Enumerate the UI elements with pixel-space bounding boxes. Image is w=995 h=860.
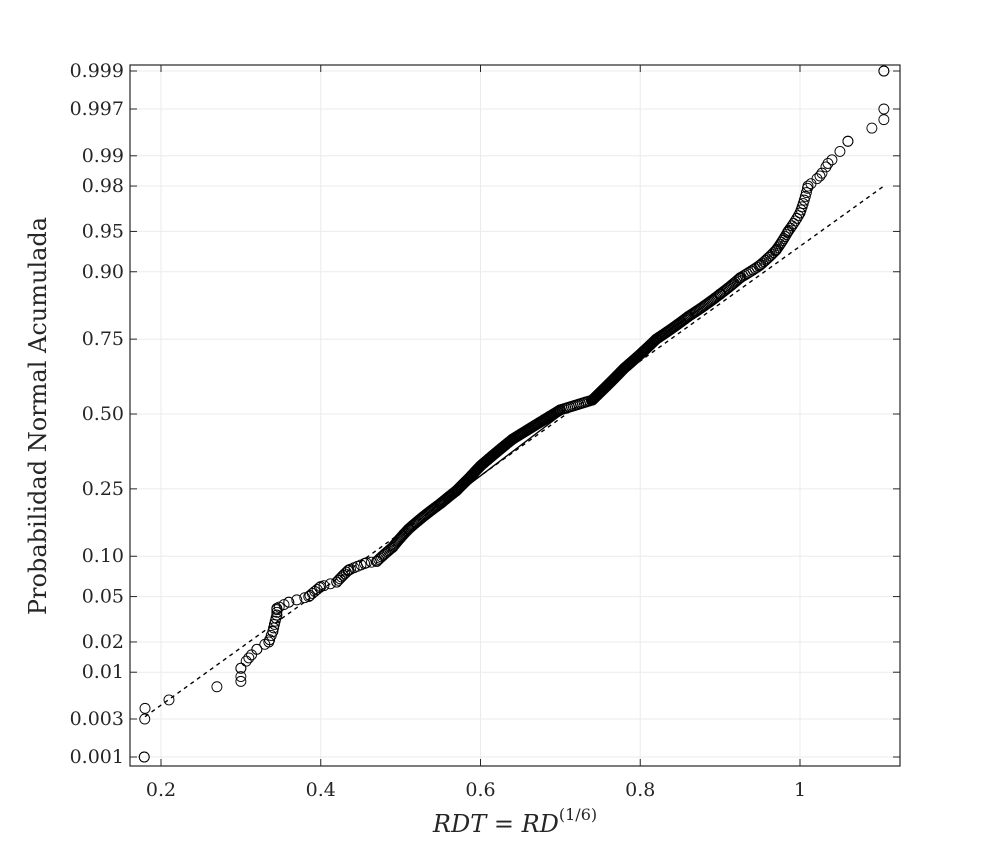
- data-point: [403, 523, 415, 535]
- reference-lines: [144, 185, 885, 718]
- data-point: [782, 225, 794, 237]
- data-point: [235, 671, 247, 683]
- y-tick-label: 0.10: [82, 545, 124, 567]
- data-point: [315, 581, 327, 593]
- data-point: [842, 135, 854, 147]
- data-point: [271, 606, 283, 618]
- y-tick-label: 0.02: [82, 631, 124, 653]
- data-point: [538, 414, 550, 426]
- data-point: [751, 261, 763, 273]
- data-point: [243, 652, 255, 664]
- data-point: [371, 556, 383, 567]
- data-point: [814, 170, 826, 182]
- axis-ticks: [130, 65, 900, 766]
- data-point: [278, 599, 290, 611]
- data-point: [138, 751, 150, 763]
- data-point: [331, 576, 343, 588]
- x-tick-label: 0.4: [306, 779, 336, 801]
- data-point: [251, 643, 263, 655]
- data-point: [451, 485, 462, 497]
- data-point: [240, 655, 252, 667]
- data-point: [789, 215, 801, 227]
- y-tick-label: 0.997: [70, 98, 124, 120]
- data-point: [734, 272, 746, 284]
- data-point: [271, 602, 283, 614]
- y-tick-label: 0.25: [82, 478, 124, 500]
- data-point: [770, 244, 782, 256]
- data-point: [311, 583, 323, 595]
- data-point: [816, 167, 828, 179]
- data-point: [463, 473, 474, 485]
- x-tick-label: 1: [794, 779, 806, 801]
- data-point: [554, 404, 566, 416]
- fit-line-solid: [469, 413, 563, 485]
- data-point: [682, 311, 694, 323]
- data-point: [800, 187, 812, 198]
- data-point: [387, 541, 399, 553]
- data-point: [650, 333, 662, 345]
- data-point: [435, 498, 447, 509]
- data-point: [163, 694, 175, 706]
- data-point: [139, 713, 151, 725]
- data-point: [342, 565, 354, 577]
- data-point: [283, 596, 295, 608]
- data-point: [834, 145, 846, 157]
- grid-lines: [130, 65, 900, 766]
- x-tick-label: 0.6: [465, 779, 495, 801]
- plot-frame: [129, 64, 901, 767]
- y-tick-label: 0.01: [82, 661, 124, 683]
- data-point: [267, 626, 279, 637]
- y-tick-label: 0.95: [82, 220, 124, 242]
- data-point: [822, 158, 834, 169]
- data-point: [714, 288, 726, 300]
- y-tick-label: 0.98: [82, 175, 124, 197]
- data-point: [878, 114, 890, 126]
- data-point: [754, 259, 766, 271]
- data-point: [475, 460, 486, 472]
- data-point: [826, 154, 838, 166]
- data-point: [303, 591, 315, 603]
- data-point: [878, 103, 890, 115]
- data-point: [507, 433, 518, 445]
- y-tick-label: 0.99: [82, 145, 124, 167]
- x-axis-label-superscript: (1/6): [559, 805, 597, 824]
- y-tick-labels: 0.001 0.003 0.01 0.02 0.05 0.10 0.25 0.50 0.75 0.…: [70, 60, 124, 768]
- data-point: [866, 122, 878, 134]
- data-points: [138, 65, 890, 763]
- y-tick-label: 0.05: [82, 586, 124, 608]
- y-tick-label: 0.003: [70, 708, 124, 730]
- y-tick-label: 0.001: [70, 746, 124, 768]
- data-point: [263, 636, 275, 648]
- x-axis-label-main: RDT = RD: [432, 810, 559, 838]
- data-point: [235, 675, 247, 687]
- plot-background: [130, 65, 900, 766]
- y-tick-label: 0.999: [70, 60, 124, 82]
- data-point: [235, 662, 247, 674]
- data-point: [618, 362, 630, 374]
- data-point: [211, 681, 223, 693]
- data-point: [360, 557, 372, 569]
- x-tick-labels: 0.2 0.4 0.6 0.8 1: [146, 779, 806, 801]
- x-tick-label: 0.2: [146, 779, 176, 801]
- y-axis-label: Probabilidad Normal Acumulada: [24, 217, 52, 615]
- data-point: [802, 180, 814, 192]
- data-point: [271, 609, 283, 621]
- data-point: [139, 702, 151, 714]
- data-point: [586, 394, 598, 406]
- y-tick-label: 0.90: [82, 261, 124, 283]
- data-point: [343, 564, 355, 576]
- data-point: [791, 212, 803, 224]
- data-point: [733, 273, 745, 284]
- x-tick-label: 0.8: [625, 779, 655, 801]
- data-point: [291, 594, 303, 606]
- x-axis-label: RDT = RD(1/6): [432, 805, 597, 838]
- y-tick-label: 0.75: [82, 328, 124, 350]
- data-point: [799, 190, 811, 202]
- y-tick-label: 0.50: [82, 403, 124, 425]
- data-point: [878, 65, 890, 77]
- data-point: [794, 207, 806, 219]
